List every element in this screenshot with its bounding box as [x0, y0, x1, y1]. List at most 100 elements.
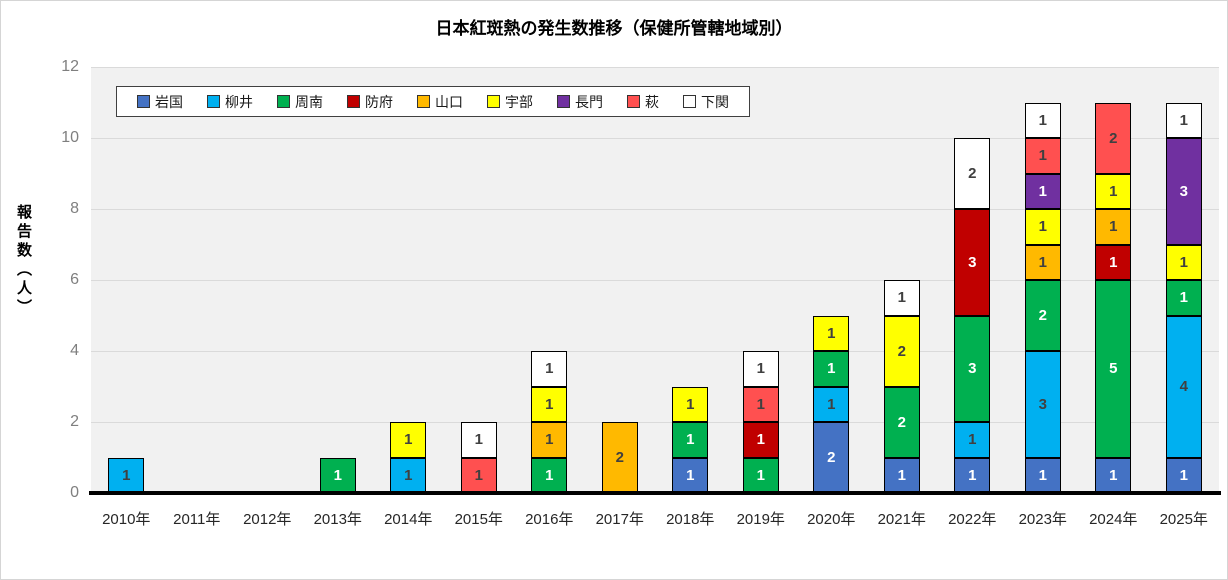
- segment-value-label: 1: [968, 466, 977, 484]
- x-tick-label: 2011年: [173, 511, 221, 528]
- segment-value-label: 1: [545, 395, 554, 413]
- legend-label: 長門: [575, 93, 603, 110]
- segment-value-label: 3: [968, 360, 977, 378]
- bar-segment-長門: 3: [1165, 138, 1202, 245]
- segment-value-label: 5: [1109, 360, 1118, 378]
- bar-segment-岩国: 2: [813, 422, 850, 493]
- bar-2024年: 1 5 1 1 1 2: [1095, 67, 1132, 493]
- segment-value-label: 1: [1109, 466, 1118, 484]
- segment-value-label: 1: [897, 466, 906, 484]
- segment-value-label: 2: [1109, 129, 1118, 147]
- segment-value-label: 1: [686, 395, 695, 413]
- bar-2013年: 1: [319, 67, 356, 493]
- segment-value-label: 1: [827, 395, 836, 413]
- bar-segment-岩国: 1: [1095, 457, 1132, 493]
- segment-value-label: 1: [1038, 218, 1047, 236]
- gridline: [91, 138, 1219, 139]
- bar-segment-岩国: 1: [883, 457, 920, 493]
- bar-2019年: 1 1 1 1: [742, 67, 779, 493]
- bar-2011年: [179, 67, 215, 493]
- segment-value-label: 1: [333, 466, 342, 484]
- bar-segment-下関: 1: [531, 351, 568, 387]
- segment-value-label: 1: [827, 324, 836, 342]
- bar-segment-岩国: 1: [672, 457, 709, 493]
- x-tick-label: 2013年: [313, 511, 362, 528]
- segment-value-label: 2: [615, 449, 624, 466]
- legend-swatch-icon: [137, 95, 150, 108]
- y-tick-label: 10: [61, 129, 79, 146]
- legend-swatch-icon: [627, 95, 640, 108]
- legend-label: 山口: [435, 93, 463, 110]
- legend-item-2: 周南: [265, 92, 335, 112]
- bar-segment-萩: 1: [460, 457, 497, 493]
- gridline: [91, 351, 1219, 352]
- bar-2025年: 1 4 1 1 3 1: [1165, 67, 1202, 493]
- bar-segment-山口: 1: [531, 422, 568, 458]
- x-tick-label: 2023年: [1018, 511, 1067, 528]
- bar-segment-周南: 1: [531, 457, 568, 493]
- segment-value-label: 1: [1038, 147, 1047, 165]
- legend-item-6: 長門: [545, 92, 615, 112]
- legend-item-8: 下関: [671, 92, 741, 112]
- x-tick-label: 2021年: [877, 511, 926, 528]
- x-tick-label: 2012年: [243, 511, 292, 528]
- x-tick-label: 2015年: [454, 511, 503, 528]
- gridline: [91, 67, 1219, 68]
- gridline: [91, 280, 1219, 281]
- bar-2012年: [249, 67, 285, 493]
- bar-segment-周南: 5: [1095, 280, 1132, 458]
- legend-label: 防府: [365, 93, 393, 110]
- segment-value-label: 1: [404, 431, 413, 449]
- legend-swatch-icon: [683, 95, 696, 108]
- bar-segment-宇部: 1: [390, 422, 427, 458]
- segment-value-label: 1: [897, 289, 906, 307]
- segment-value-label: 1: [474, 431, 483, 449]
- bar-2016年: 1 1 1 1: [531, 67, 568, 493]
- bar-segment-下関: 1: [1024, 102, 1061, 138]
- bar-segment-下関: 1: [460, 422, 497, 458]
- segment-value-label: 1: [1179, 253, 1188, 271]
- bar-segment-柳井: 1: [954, 422, 991, 458]
- bar-segment-山口: 1: [1024, 244, 1061, 280]
- legend-label: 下関: [701, 93, 729, 110]
- bar-2017年: 2: [601, 67, 638, 493]
- y-tick-label: 12: [61, 58, 79, 75]
- segment-value-label: 3: [1038, 395, 1047, 413]
- legend-item-5: 宇部: [475, 92, 545, 112]
- segment-value-label: 2: [968, 165, 977, 182]
- bar-segment-周南: 2: [1024, 280, 1061, 351]
- segment-value-label: 1: [686, 466, 695, 484]
- segment-value-label: 1: [1038, 466, 1047, 484]
- bar-segment-萩: 1: [742, 386, 779, 422]
- x-tick-label: 2020年: [807, 511, 856, 528]
- x-tick-label: 2016年: [525, 511, 574, 528]
- legend-swatch-icon: [207, 95, 220, 108]
- y-tick-label: 6: [70, 271, 79, 288]
- bar-segment-下関: 1: [742, 351, 779, 387]
- legend-swatch-icon: [277, 95, 290, 108]
- legend-item-0: 岩国: [125, 92, 195, 112]
- segment-value-label: 1: [827, 360, 836, 378]
- bar-segment-下関: 1: [883, 280, 920, 316]
- segment-value-label: 1: [756, 360, 765, 378]
- segment-value-label: 1: [1179, 466, 1188, 484]
- legend-swatch-icon: [557, 95, 570, 108]
- y-tick-label: 4: [70, 342, 79, 359]
- bar-2020年: 2 1 1 1: [813, 67, 850, 493]
- segment-value-label: 1: [756, 466, 765, 484]
- legend-label: 周南: [295, 93, 323, 110]
- x-tick-label: 2010年: [102, 511, 151, 528]
- bar-segment-周南: 3: [954, 315, 991, 422]
- segment-value-label: 1: [1038, 253, 1047, 271]
- bar-segment-山口: 2: [601, 422, 638, 493]
- bar-segment-防府: 3: [954, 209, 991, 316]
- gridline: [91, 422, 1219, 423]
- segment-value-label: 1: [1109, 218, 1118, 236]
- bar-segment-柳井: 3: [1024, 351, 1061, 458]
- bar-segment-下関: 2: [954, 138, 991, 209]
- bar-segment-柳井: 1: [390, 457, 427, 493]
- bar-segment-宇部: 1: [531, 386, 568, 422]
